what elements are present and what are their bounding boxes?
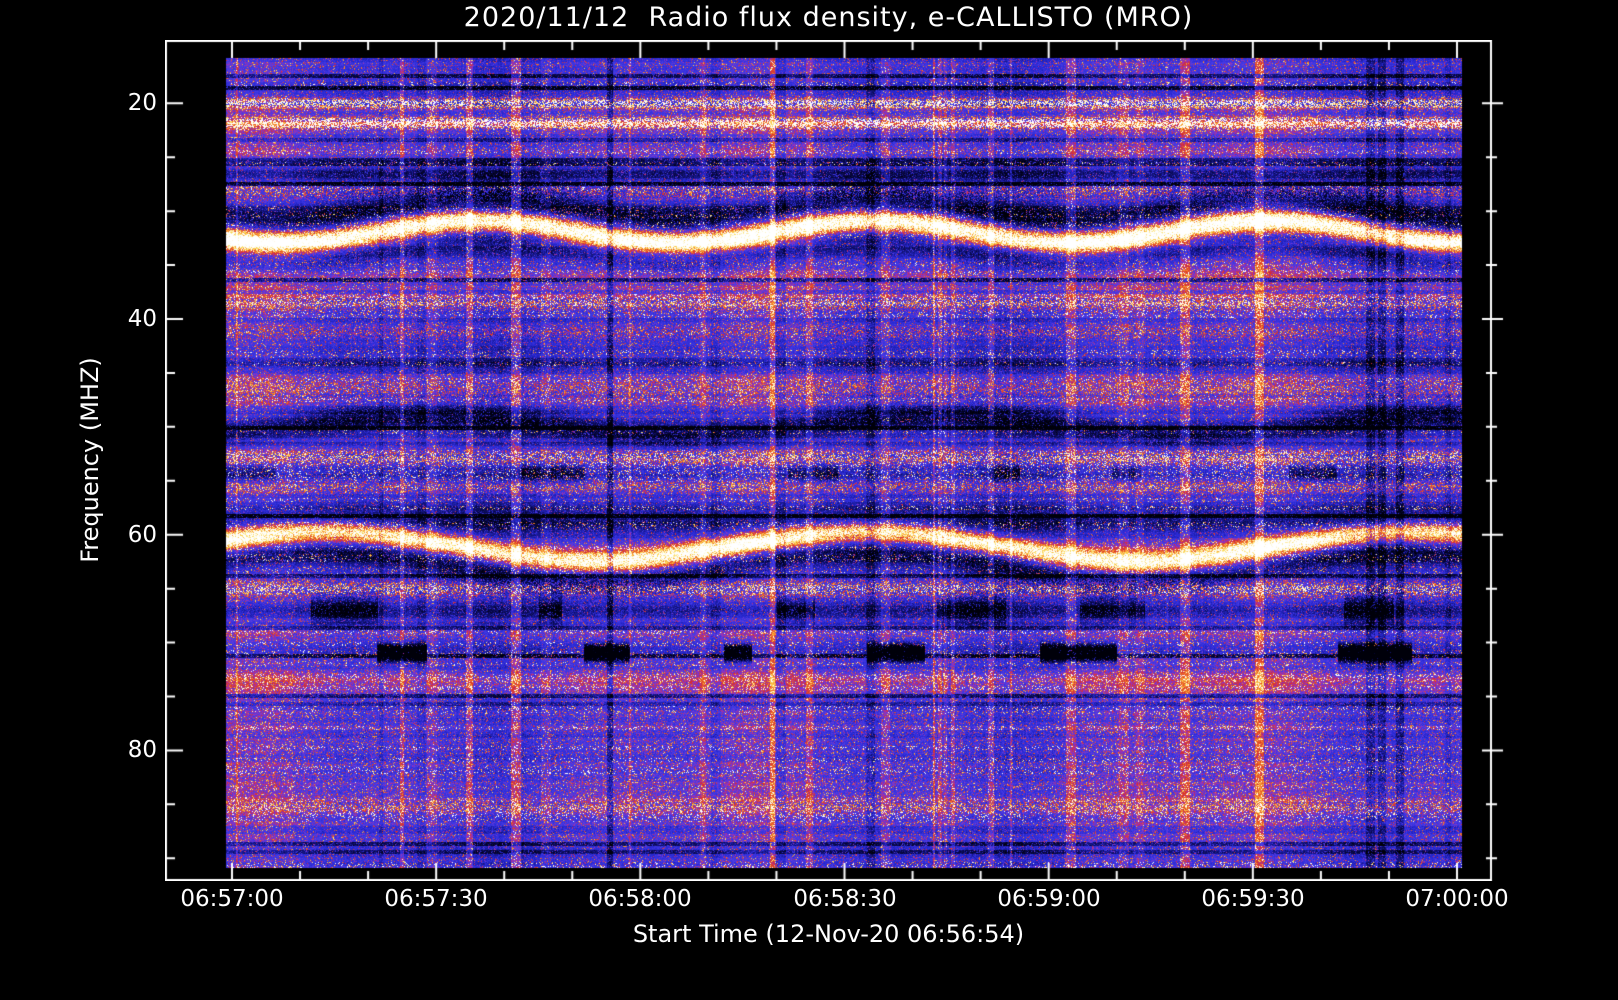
y-tick-label: 20 xyxy=(127,90,157,116)
x-axis-title: Start Time (12-Nov-20 06:56:54) xyxy=(632,920,1025,948)
x-tick-label: 06:57:30 xyxy=(384,886,488,912)
chart-title: 2020/11/12 Radio flux density, e-CALLIST… xyxy=(463,2,1194,33)
y-tick-label: 60 xyxy=(127,522,157,548)
y-tick-label: 80 xyxy=(127,737,157,763)
x-tick-label: 06:58:30 xyxy=(793,886,897,912)
x-tick-label: 06:59:00 xyxy=(997,886,1101,912)
spectrogram-canvas xyxy=(165,40,1510,881)
x-tick-label: 07:00:00 xyxy=(1405,886,1509,912)
x-tick-label: 06:58:00 xyxy=(588,886,692,912)
x-tick-label: 06:59:30 xyxy=(1201,886,1305,912)
y-tick-label: 40 xyxy=(127,306,157,332)
x-tick-label: 06:57:00 xyxy=(180,886,284,912)
